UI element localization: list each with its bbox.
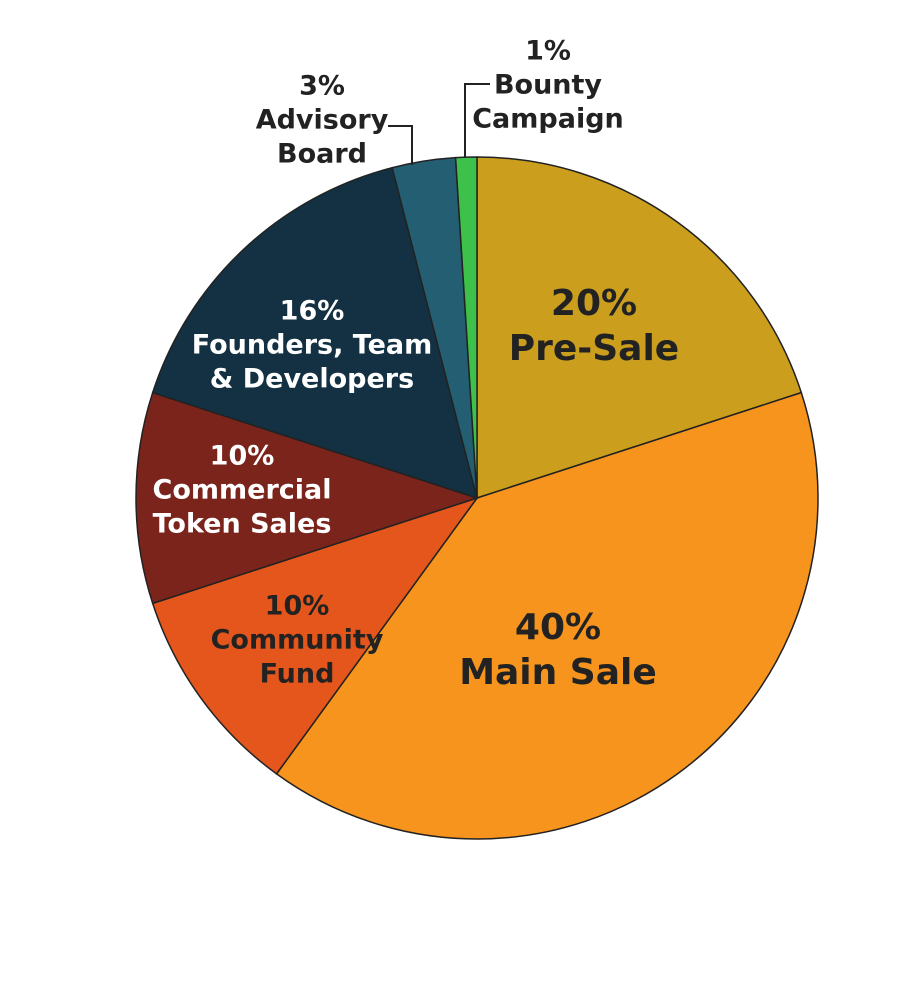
slice-label: 10% Community Fund xyxy=(197,589,397,690)
slice-label: 10% Commercial Token Sales xyxy=(132,439,352,540)
slice-label: 40% Main Sale xyxy=(428,605,688,695)
pie xyxy=(135,156,819,840)
value-label: 20% xyxy=(550,283,638,324)
category-label: Bounty Campaign xyxy=(472,69,624,134)
value-label: 10% xyxy=(209,440,275,472)
slice xyxy=(151,166,479,500)
slice xyxy=(454,156,478,499)
leader-line xyxy=(388,125,413,165)
slice xyxy=(135,391,480,605)
leader-line xyxy=(464,83,490,158)
slice-label: 16% Founders, Team & Developers xyxy=(182,294,442,395)
value-label: 40% xyxy=(514,607,602,648)
value-label: 16% xyxy=(279,295,345,327)
slice-label: 3% Advisory Board xyxy=(242,69,402,170)
slice xyxy=(151,496,479,775)
value-label: 3% xyxy=(299,70,345,102)
category-label: Commercial Token Sales xyxy=(152,474,332,539)
value-label: 1% xyxy=(525,35,571,67)
category-label: Pre-Sale xyxy=(508,328,680,369)
slice xyxy=(275,391,819,840)
category-label: Community Fund xyxy=(210,624,384,689)
slice-label: 20% Pre-Sale xyxy=(464,281,724,371)
category-label: Advisory Board xyxy=(255,104,389,169)
value-label: 10% xyxy=(264,590,330,622)
category-label: Main Sale xyxy=(459,652,657,693)
slice-label: 1% Bounty Campaign xyxy=(463,34,633,135)
slice xyxy=(476,156,803,500)
category-label: Founders, Team & Developers xyxy=(191,329,433,394)
